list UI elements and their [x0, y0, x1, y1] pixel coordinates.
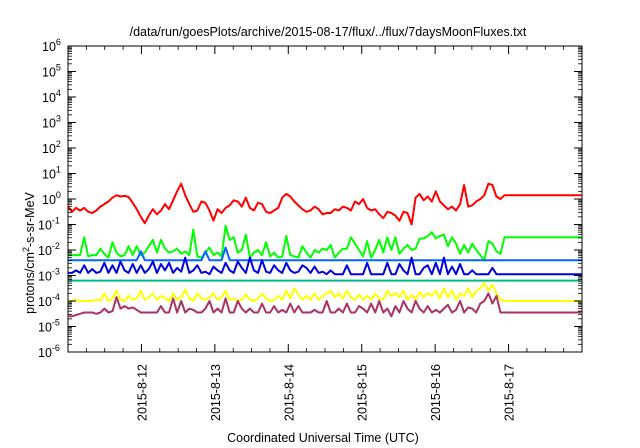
x-tick-label: 2015-8-16	[429, 364, 443, 421]
series-line-3	[68, 246, 582, 262]
y-axis-label: protons/cm2-s-sr-MeV	[21, 191, 37, 313]
x-tick-label: 2015-8-14	[282, 364, 296, 421]
y-axis-label-sup: 2	[21, 247, 31, 252]
y-tick-label: 104	[42, 88, 61, 105]
y-tick-label: 10-1	[38, 216, 60, 233]
chart-title: /data/run/goesPlots/archive/2015-08-17/f…	[130, 25, 527, 39]
series-line-2	[68, 224, 582, 262]
series-line-7	[68, 292, 582, 318]
series-layer	[67, 182, 582, 318]
x-tick-label: 2015-8-17	[503, 364, 517, 421]
y-tick-label: 103	[42, 114, 61, 131]
y-tick-label: 10-2	[38, 241, 60, 258]
series-line-4	[68, 256, 582, 276]
y-tick-label: 10-3	[38, 267, 60, 284]
y-tick-label: 10-4	[38, 292, 60, 309]
y-axis-label-post: -s-sr-MeV	[23, 191, 37, 247]
axes-layer: 10-6 10-5 10-4 10-3 10-2 10-1 100 101 102 103 104 1…	[38, 37, 582, 421]
x-tick-label: 2015-8-15	[356, 364, 370, 421]
series-line-1	[67, 182, 582, 226]
y-axis-label-pre: protons/cm	[23, 252, 37, 314]
y-tick-label: 10-5	[38, 318, 60, 335]
x-tick-label: 2015-8-13	[209, 364, 223, 421]
x-axis-label: Coordinated Universal Time (UTC)	[227, 431, 419, 445]
x-tick-label: 2015-8-12	[135, 364, 149, 421]
y-tick-label: 106	[42, 37, 61, 54]
series-line-6	[68, 282, 582, 302]
y-tick-label: 100	[42, 190, 61, 207]
y-tick-label: 101	[42, 165, 61, 182]
y-tick-label: 10-6	[38, 343, 60, 360]
y-tick-label: 105	[42, 63, 61, 80]
y-tick-label: 102	[42, 139, 61, 156]
